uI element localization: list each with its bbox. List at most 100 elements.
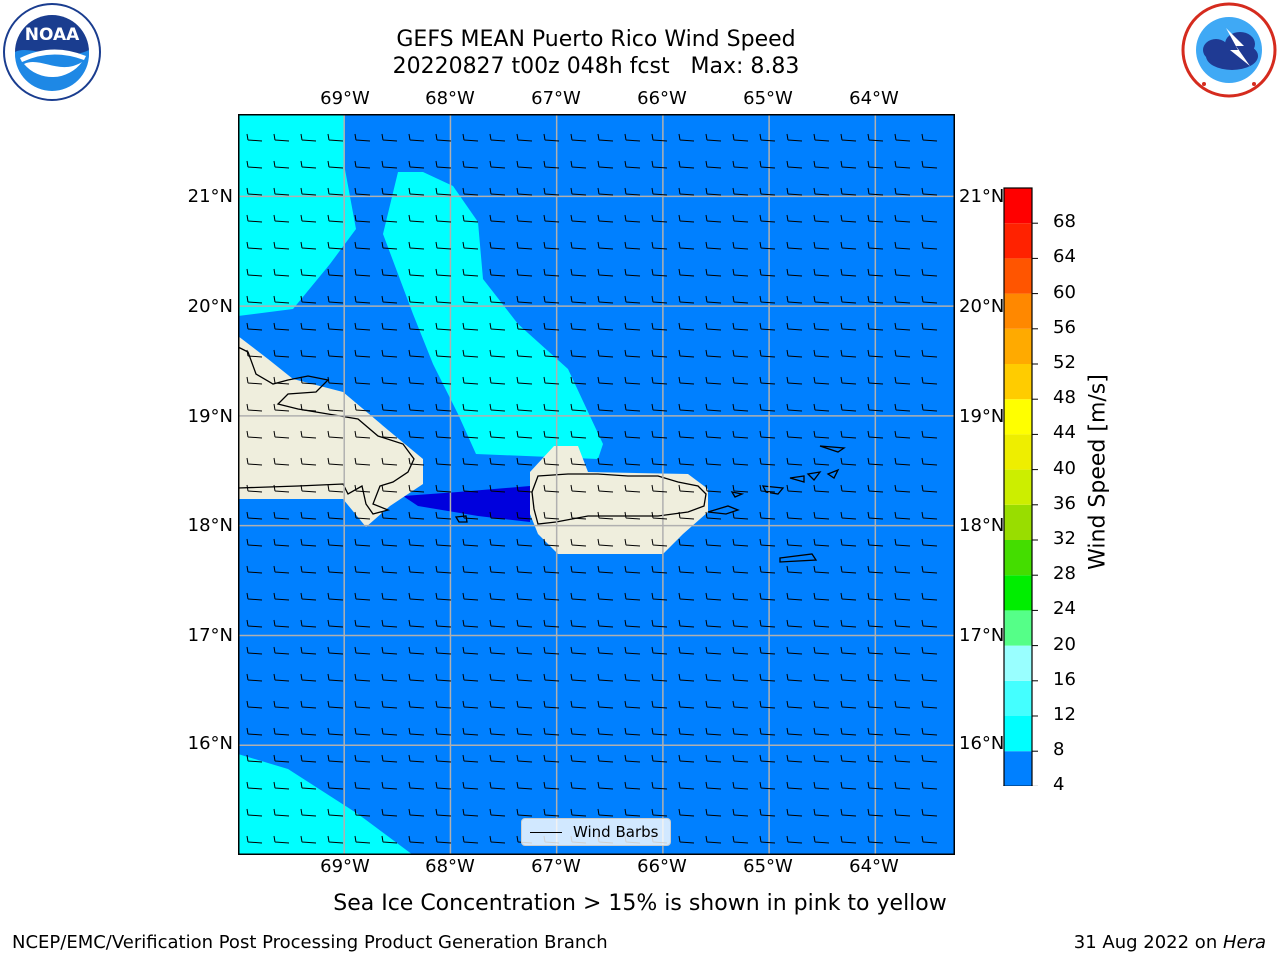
wind-barb (786, 754, 803, 763)
wind-barb (516, 808, 533, 817)
wind-barb (570, 349, 587, 358)
wind-barb (408, 187, 425, 196)
wind-barb (516, 430, 533, 439)
wind-barb (300, 592, 317, 601)
colorbar-segment (1004, 364, 1032, 400)
wind-barb (354, 646, 371, 655)
wind-barb (246, 484, 263, 493)
wind-barb (894, 268, 911, 277)
wind-barb (300, 619, 317, 628)
wind-barb (894, 430, 911, 439)
wind-barb (678, 160, 695, 169)
wind-barb (705, 295, 722, 304)
wind-barb (246, 430, 263, 439)
wind-barb (705, 781, 722, 790)
wind-barb (273, 403, 290, 412)
wind-barb (489, 538, 506, 547)
wind-region-nw (238, 114, 356, 316)
wind-barb (381, 430, 398, 439)
wind-barb (651, 403, 668, 412)
wind-barb (678, 430, 695, 439)
wind-barb (462, 754, 479, 763)
wind-barb (489, 565, 506, 574)
wind-barb (354, 619, 371, 628)
wind-barb (246, 808, 263, 817)
wind-barb (570, 511, 587, 520)
wind-barb (732, 754, 749, 763)
wind-barb (678, 619, 695, 628)
wind-barb (273, 187, 290, 196)
wind-barb (327, 754, 344, 763)
wind-barb (759, 565, 776, 574)
wind-barb (327, 457, 344, 466)
wind-barb (624, 241, 641, 250)
wind-barb (840, 538, 857, 547)
wind-barb (597, 484, 614, 493)
wind-barb (867, 322, 884, 331)
colorbar-frame (1003, 187, 1033, 786)
wind-barb (273, 565, 290, 574)
colorbar-tick-label: 32 (1053, 528, 1076, 549)
wind-barb (840, 619, 857, 628)
wind-barb (354, 484, 371, 493)
wind-barb (813, 376, 830, 385)
wind-barb (543, 646, 560, 655)
wind-barb (597, 700, 614, 709)
wind-barb (813, 781, 830, 790)
wind-barb (597, 511, 614, 520)
wind-barb (462, 457, 479, 466)
wind-barb (435, 727, 452, 736)
wind-barb (354, 268, 371, 277)
wind-barb (894, 754, 911, 763)
wind-barb (327, 133, 344, 142)
wind-barb (570, 754, 587, 763)
wind-barb (489, 187, 506, 196)
legend-label: Wind Barbs (573, 823, 659, 841)
wind-barb (624, 808, 641, 817)
wind-barb (678, 457, 695, 466)
colorbar-segment (1004, 188, 1032, 224)
wind-barb (246, 376, 263, 385)
wind-barb (921, 727, 938, 736)
wind-barb (786, 214, 803, 223)
colorbar-tick-label: 56 (1053, 316, 1076, 338)
wind-barb (327, 295, 344, 304)
wind-barb (894, 592, 911, 601)
wind-barb (354, 187, 371, 196)
wind-barb (786, 322, 803, 331)
wind-barb (705, 592, 722, 601)
lon-label-top: 66°W (637, 88, 687, 109)
wind-barb (300, 808, 317, 817)
wind-barb (408, 349, 425, 358)
wind-barb (408, 133, 425, 142)
wind-barb (408, 781, 425, 790)
wind-barb (813, 457, 830, 466)
wind-barb (732, 457, 749, 466)
wind-barb (435, 835, 452, 844)
wind-barb (813, 754, 830, 763)
wind-barb (678, 538, 695, 547)
wind-barb (435, 457, 452, 466)
wind-barb (840, 295, 857, 304)
wind-barb (732, 835, 749, 844)
wind-barb (894, 133, 911, 142)
wind-barb (516, 484, 533, 493)
wind-barb (246, 511, 263, 520)
wind-barb (246, 349, 263, 358)
wind-barb (678, 646, 695, 655)
wind-barb (381, 349, 398, 358)
wind-barb (840, 214, 857, 223)
wind-barb (705, 619, 722, 628)
wind-barb (489, 673, 506, 682)
wind-barb (543, 403, 560, 412)
wind-barb (543, 565, 560, 574)
wind-barb (462, 133, 479, 142)
wind-barb (867, 430, 884, 439)
wind-barb (381, 511, 398, 520)
wind-barb (759, 835, 776, 844)
wind-barb (462, 376, 479, 385)
colorbar-segment (1004, 504, 1032, 540)
wind-barb (678, 754, 695, 763)
wind-barb (705, 727, 722, 736)
wind-barb (894, 187, 911, 196)
